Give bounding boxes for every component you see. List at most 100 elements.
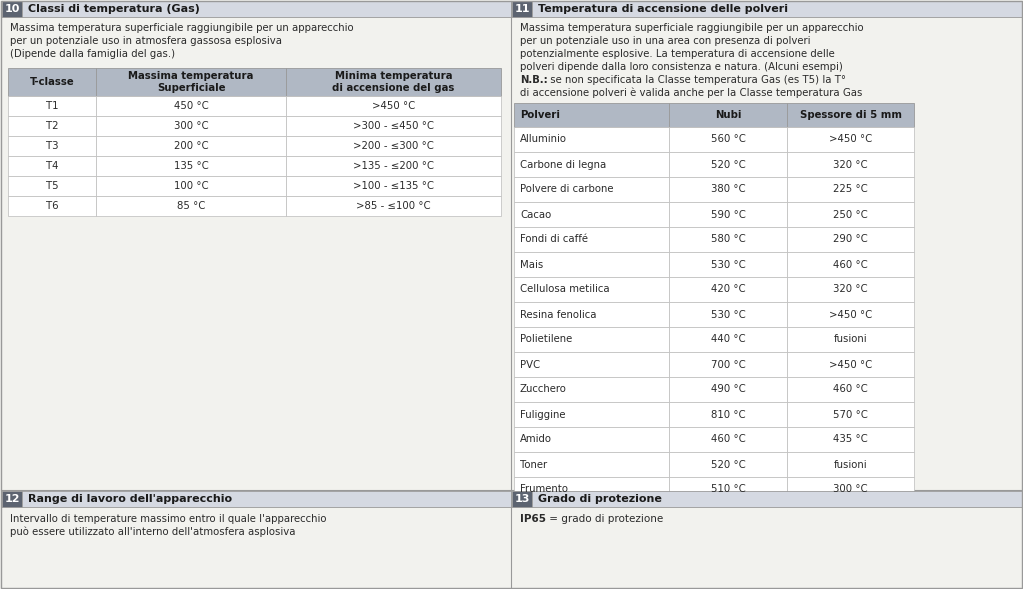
Text: 700 °C: 700 °C — [711, 359, 746, 369]
Bar — [2, 1, 23, 17]
Text: 300 °C: 300 °C — [833, 485, 868, 495]
Text: per un potenziale uso in una area con presenza di polveri: per un potenziale uso in una area con pr… — [520, 36, 810, 46]
Text: di accensione polveri è valida anche per la Classe temperatura Gas: di accensione polveri è valida anche per… — [520, 88, 862, 98]
Text: Massima temperatura superficiale raggiungibile per un apparecchio: Massima temperatura superficiale raggiun… — [520, 23, 863, 33]
Bar — [669, 477, 787, 502]
Text: N.B.:: N.B.: — [520, 75, 547, 85]
Text: T6: T6 — [46, 201, 58, 211]
Text: 200 °C: 200 °C — [174, 141, 209, 151]
Text: Polveri: Polveri — [520, 110, 560, 120]
Text: 12: 12 — [4, 494, 19, 504]
Text: Resina fenolica: Resina fenolica — [520, 309, 596, 319]
Text: Amido: Amido — [520, 435, 552, 445]
Text: 510 °C: 510 °C — [711, 485, 746, 495]
Bar — [96, 116, 286, 136]
Text: 460 °C: 460 °C — [833, 385, 868, 395]
Text: PVC: PVC — [520, 359, 540, 369]
Text: (Dipende dalla famiglia del gas.): (Dipende dalla famiglia del gas.) — [10, 49, 175, 59]
Bar — [514, 452, 669, 477]
Bar — [514, 127, 669, 152]
Text: >450 °C: >450 °C — [829, 309, 873, 319]
Text: Toner: Toner — [520, 459, 547, 469]
Text: può essere utilizzato all'interno dell'atmosfera asplosiva: può essere utilizzato all'interno dell'a… — [10, 527, 296, 537]
Bar — [96, 196, 286, 216]
Bar — [286, 196, 501, 216]
Bar — [23, 491, 512, 507]
Bar — [8, 116, 96, 136]
Text: 225 °C: 225 °C — [833, 184, 868, 194]
Text: 135 °C: 135 °C — [174, 161, 209, 171]
Text: >450 °C: >450 °C — [829, 359, 873, 369]
Text: Alluminio: Alluminio — [520, 134, 567, 144]
Text: 810 °C: 810 °C — [711, 409, 746, 419]
Bar — [669, 227, 787, 252]
Text: T2: T2 — [46, 121, 58, 131]
Bar — [286, 156, 501, 176]
Bar — [787, 327, 914, 352]
Text: 490 °C: 490 °C — [711, 385, 746, 395]
Bar — [532, 1, 1022, 17]
Bar — [514, 103, 669, 127]
Text: se non specificata la Classe temperatura Gas (es T5) la T°: se non specificata la Classe temperatura… — [547, 75, 846, 85]
Text: 460 °C: 460 °C — [711, 435, 746, 445]
Bar — [787, 177, 914, 202]
Text: 85 °C: 85 °C — [177, 201, 206, 211]
Text: Polietilene: Polietilene — [520, 335, 572, 345]
Text: 11: 11 — [515, 4, 530, 14]
Text: Polvere di carbone: Polvere di carbone — [520, 184, 614, 194]
Text: Zucchero: Zucchero — [520, 385, 567, 395]
Bar — [23, 1, 512, 17]
Text: fusioni: fusioni — [834, 335, 868, 345]
Bar — [514, 352, 669, 377]
Text: Cacao: Cacao — [520, 210, 551, 220]
Bar — [787, 427, 914, 452]
Text: >85 - ≤100 °C: >85 - ≤100 °C — [356, 201, 431, 211]
Text: Massima temperatura
Superficiale: Massima temperatura Superficiale — [128, 71, 254, 93]
Bar — [787, 352, 914, 377]
Bar — [8, 196, 96, 216]
Bar — [787, 302, 914, 327]
Text: 520 °C: 520 °C — [711, 459, 746, 469]
Bar — [96, 96, 286, 116]
Bar — [96, 136, 286, 156]
Bar — [669, 103, 787, 127]
Text: 590 °C: 590 °C — [711, 210, 746, 220]
Bar — [787, 477, 914, 502]
Text: IP65: IP65 — [520, 514, 546, 524]
Bar — [669, 127, 787, 152]
Text: 13: 13 — [515, 494, 530, 504]
Bar — [514, 327, 669, 352]
Text: Frumento: Frumento — [520, 485, 568, 495]
Text: polveri dipende dalla loro consistenza e natura. (Alcuni esempi): polveri dipende dalla loro consistenza e… — [520, 62, 843, 72]
Text: T5: T5 — [46, 181, 58, 191]
Bar — [286, 176, 501, 196]
Bar — [669, 402, 787, 427]
Text: 290 °C: 290 °C — [833, 234, 868, 244]
Text: >450 °C: >450 °C — [829, 134, 873, 144]
Bar — [669, 302, 787, 327]
Text: 10: 10 — [4, 4, 19, 14]
Text: 320 °C: 320 °C — [833, 160, 868, 170]
Bar — [96, 176, 286, 196]
Bar — [669, 177, 787, 202]
Text: >135 - ≤200 °C: >135 - ≤200 °C — [353, 161, 434, 171]
Text: 450 °C: 450 °C — [174, 101, 209, 111]
Text: = grado di protezione: = grado di protezione — [546, 514, 663, 524]
Text: >300 - ≤450 °C: >300 - ≤450 °C — [353, 121, 434, 131]
Bar — [787, 452, 914, 477]
Text: T4: T4 — [46, 161, 58, 171]
Text: Carbone di legna: Carbone di legna — [520, 160, 607, 170]
Text: 435 °C: 435 °C — [833, 435, 868, 445]
Text: potenzialmente esplosive. La temperatura di accensione delle: potenzialmente esplosive. La temperatura… — [520, 49, 835, 59]
Text: Intervallo di temperature massimo entro il quale l'apparecchio: Intervallo di temperature massimo entro … — [10, 514, 326, 524]
Bar — [96, 68, 286, 96]
Text: 560 °C: 560 °C — [711, 134, 746, 144]
Bar — [286, 116, 501, 136]
Bar — [286, 136, 501, 156]
Bar — [514, 402, 669, 427]
Bar — [669, 427, 787, 452]
Text: 580 °C: 580 °C — [711, 234, 746, 244]
Text: per un potenziale uso in atmosfera gassosa esplosiva: per un potenziale uso in atmosfera gasso… — [10, 36, 282, 46]
Text: Mais: Mais — [520, 260, 543, 270]
Bar — [787, 402, 914, 427]
